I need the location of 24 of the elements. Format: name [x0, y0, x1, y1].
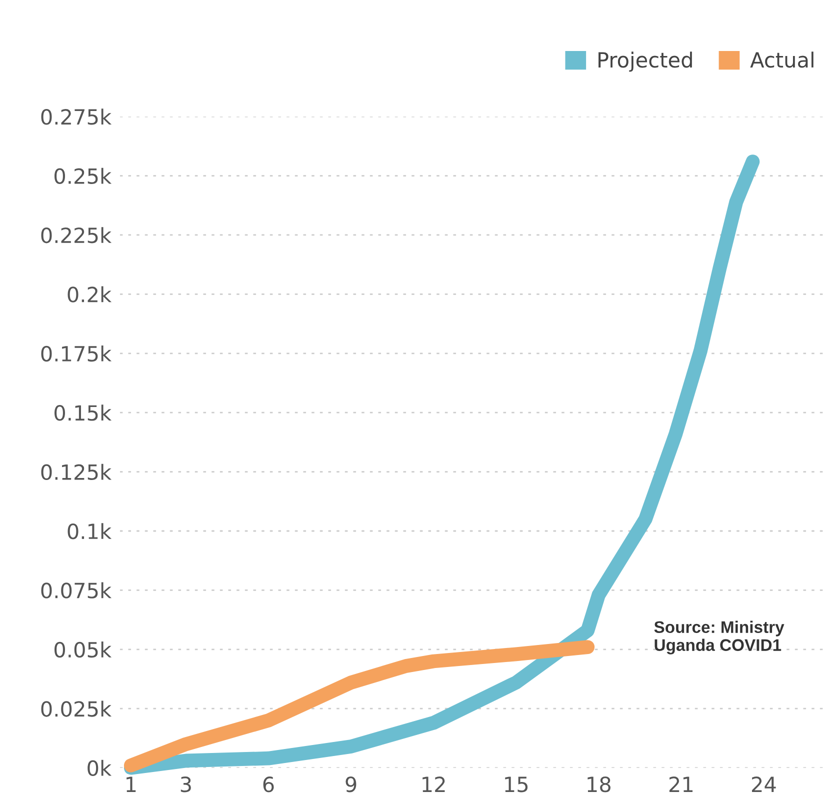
x-tick-label: 18 [588, 776, 610, 792]
legend-label: Actual [750, 52, 814, 68]
legend-label: Projected [598, 52, 692, 72]
y-tick-label: 0.2k [68, 286, 112, 302]
y-tick-label: 0.1k [68, 523, 112, 540]
x-tick-label: 12 [422, 776, 445, 792]
x-tick-label: 6 [263, 776, 274, 792]
x-tick-label: 21 [669, 776, 693, 792]
y-tick-label: 0.225k [41, 227, 112, 244]
y-tick-label: 0.05k [54, 642, 112, 658]
y-tick-label: 0.025k [41, 700, 112, 717]
y-tick-label: 0.15k [54, 404, 112, 421]
x-tick-label: 1 [126, 776, 136, 792]
y-tick-label: 0.175k [41, 345, 112, 362]
y-tick-label: 0k [88, 760, 112, 776]
y-tick-label: 0.075k [41, 582, 112, 598]
x-tick-label: 24 [752, 776, 776, 792]
x-tick-label: 15 [505, 776, 528, 792]
annotation: Source: Ministry Uganda COVID1 [654, 620, 784, 654]
y-tick-label: 0.25k [54, 168, 112, 184]
x-tick-label: 9 [346, 776, 356, 792]
x-tick-label: 3 [180, 776, 191, 792]
y-tick-label: 0.125k [41, 464, 112, 480]
y-tick-label: 0.275k [41, 108, 112, 125]
